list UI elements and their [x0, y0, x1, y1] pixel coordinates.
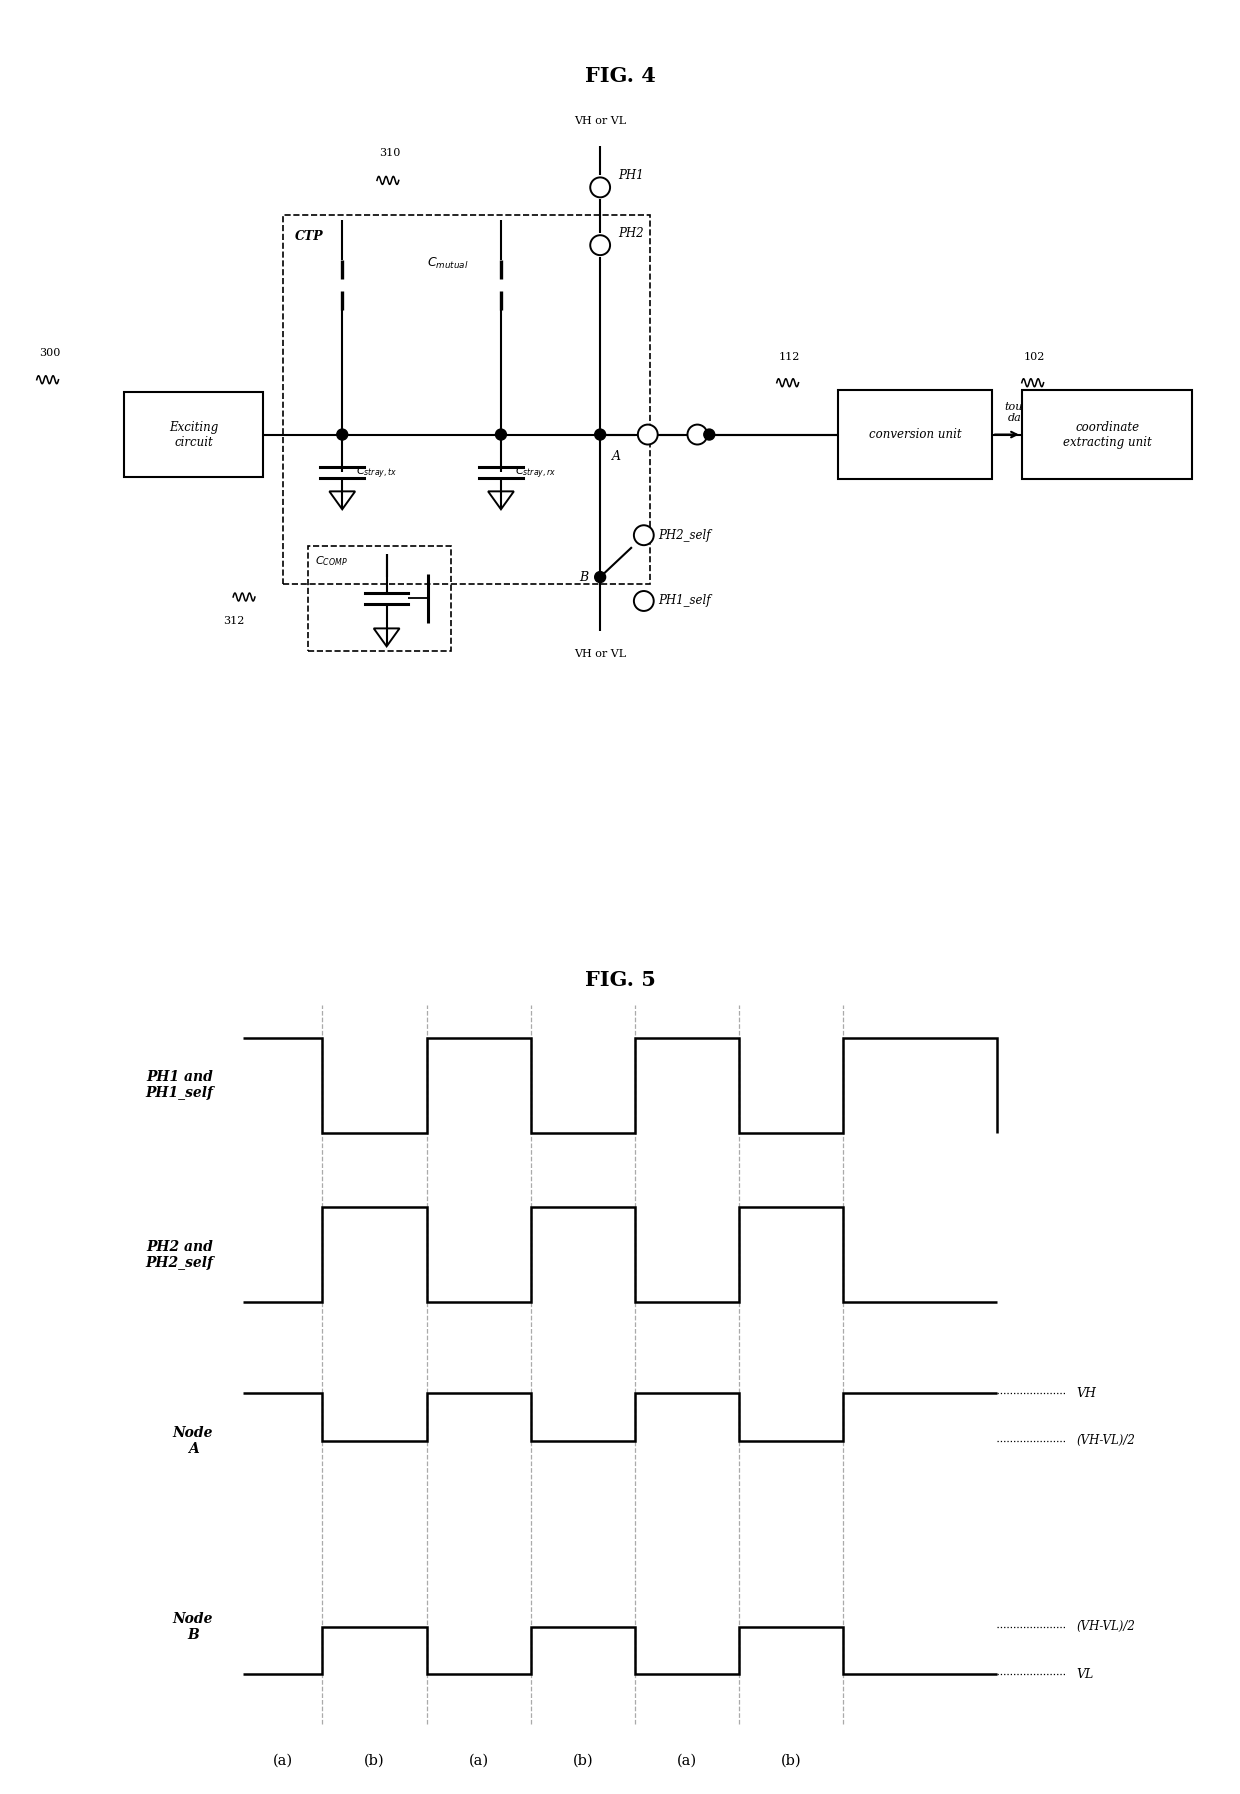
Text: Node
A: Node A: [172, 1426, 213, 1455]
Text: PH1 and
PH1_self: PH1 and PH1_self: [145, 1069, 213, 1100]
Text: touch
data: touch data: [1004, 402, 1035, 423]
Bar: [283, 215, 650, 585]
Text: VH or VL: VH or VL: [574, 115, 626, 126]
Text: PH2_self: PH2_self: [657, 529, 711, 542]
Circle shape: [337, 429, 347, 440]
Text: 312: 312: [223, 615, 244, 626]
Text: (b): (b): [573, 1755, 593, 1767]
Circle shape: [704, 429, 714, 440]
Text: (b): (b): [365, 1755, 384, 1767]
Text: (a): (a): [469, 1755, 489, 1767]
Text: (b): (b): [781, 1755, 801, 1767]
Text: Exciting
circuit: Exciting circuit: [169, 420, 218, 448]
Text: Node
B: Node B: [172, 1611, 213, 1642]
Text: PH2 and
PH2_self: PH2 and PH2_self: [145, 1240, 213, 1270]
Text: VH: VH: [1076, 1387, 1096, 1399]
Circle shape: [634, 526, 653, 545]
Circle shape: [595, 572, 605, 583]
Text: CTP: CTP: [295, 230, 324, 244]
Circle shape: [687, 425, 707, 445]
Text: A: A: [613, 450, 621, 463]
Text: (VH-VL)/2: (VH-VL)/2: [1076, 1620, 1135, 1633]
Circle shape: [590, 235, 610, 255]
Bar: [1022, 389, 1193, 479]
Bar: [124, 393, 263, 477]
Text: (a): (a): [677, 1755, 697, 1767]
Circle shape: [496, 429, 506, 440]
Text: 300: 300: [38, 348, 60, 357]
Text: FIG. 4: FIG. 4: [584, 66, 656, 86]
Text: PH2: PH2: [618, 226, 644, 240]
Text: B: B: [579, 570, 588, 583]
Text: conversion unit: conversion unit: [869, 429, 961, 441]
Bar: [308, 545, 451, 651]
Bar: [838, 389, 992, 479]
Text: $C_{COMP}$: $C_{COMP}$: [315, 554, 348, 569]
Circle shape: [637, 425, 657, 445]
Text: $C_{mutual}$: $C_{mutual}$: [427, 255, 467, 271]
Text: (a): (a): [273, 1755, 293, 1767]
Text: VL: VL: [1076, 1668, 1094, 1681]
Circle shape: [634, 590, 653, 612]
Circle shape: [595, 429, 605, 440]
Text: 102: 102: [1024, 352, 1045, 362]
Text: $C_{stray,tx}$: $C_{stray,tx}$: [356, 465, 397, 481]
Circle shape: [590, 178, 610, 197]
Text: VH or VL: VH or VL: [574, 649, 626, 658]
Text: PH1_self: PH1_self: [657, 594, 711, 608]
Text: coordinate
extracting unit: coordinate extracting unit: [1063, 420, 1152, 448]
Text: PH1: PH1: [618, 169, 644, 181]
Text: FIG. 5: FIG. 5: [584, 971, 656, 990]
Text: (VH-VL)/2: (VH-VL)/2: [1076, 1433, 1135, 1448]
Text: $C_{stray,rx}$: $C_{stray,rx}$: [515, 465, 557, 481]
Text: 310: 310: [379, 149, 401, 158]
Text: 112: 112: [779, 352, 800, 362]
